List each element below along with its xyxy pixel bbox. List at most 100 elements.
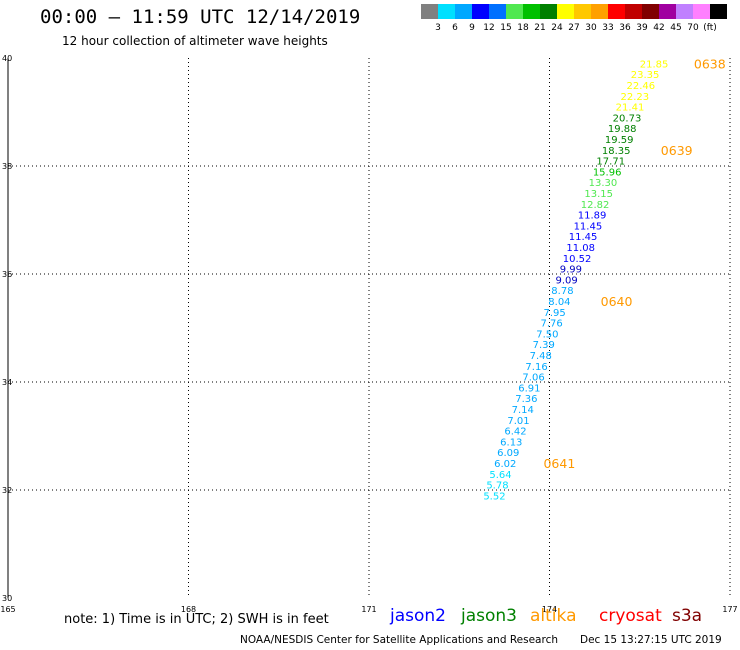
wave-height-label: 18.35 [602,146,631,157]
color-scale-label: 45 [670,23,682,33]
color-scale-label: 36 [619,23,631,33]
color-swatch [693,4,710,19]
chart-title: 00:00 — 11:59 UTC 12/14/2019 [40,6,361,28]
color-swatch [625,4,642,19]
color-scale-label: (ft) [703,23,717,33]
y-tick-label: 30 [2,594,12,603]
color-swatch [540,4,557,19]
satellite-altika: altika [530,606,577,626]
color-scale-label: 70 [687,23,699,33]
color-swatch [591,4,608,19]
wave-height-label: 19.88 [608,124,637,135]
x-tick-label: 168 [181,605,196,614]
y-tick-label: 36 [2,270,12,279]
color-swatch [472,4,489,19]
color-scale-label: 27 [568,23,580,33]
x-tick-label: 177 [722,605,737,614]
wave-height-label: 6.91 [518,383,540,394]
wave-height-label: 21.41 [616,103,645,114]
chart-subtitle: 12 hour collection of altimeter wave hei… [62,34,328,48]
color-swatch [506,4,523,19]
wave-height-label: 22.23 [620,92,649,103]
wave-height-label: 7.50 [536,329,558,340]
y-tick-label: 40 [2,54,12,63]
color-scale-label: 6 [452,23,458,33]
color-swatch [676,4,693,19]
time-label: 0641 [543,456,575,471]
y-tick-label: 38 [2,162,12,171]
wave-height-label: 7.36 [515,394,537,405]
wave-height-label: 6.42 [504,427,526,438]
wave-height-label: 6.13 [500,437,522,448]
wave-height-label: 11.08 [566,243,595,254]
wave-height-label: 7.39 [533,340,555,351]
x-tick-label: 165 [0,605,15,614]
wave-height-label: 7.76 [540,319,562,330]
color-scale-label: 18 [517,23,529,33]
time-label: 0638 [694,56,726,71]
wave-height-label: 6.09 [497,448,519,459]
x-tick-label: 174 [542,605,557,614]
wave-height-label: 5.64 [489,470,511,481]
color-scale-label: 9 [469,23,475,33]
wave-height-label: 10.52 [563,254,592,265]
color-scale-label: 33 [602,23,614,33]
wave-height-label: 8.78 [551,286,573,297]
color-swatch [438,4,455,19]
wave-height-label: 17.71 [596,157,625,168]
time-label: 0639 [661,143,693,158]
wave-height-label: 13.30 [589,178,618,189]
wave-height-label: 11.45 [574,221,603,232]
satellite-s3a: s3a [672,606,703,626]
wave-height-label: 8.04 [548,297,570,308]
wave-height-label: 7.01 [507,416,529,427]
color-swatch [557,4,574,19]
color-swatch [659,4,676,19]
wave-height-label: 11.89 [578,211,607,222]
color-scale-label: 21 [534,23,546,33]
color-scale-label: 3 [435,23,441,33]
color-scale-label: 15 [500,23,512,33]
wave-height-label: 7.95 [543,308,565,319]
wave-height-label: 11.45 [569,232,598,243]
wave-height-label: 9.99 [560,265,582,276]
generated-timestamp: Dec 15 13:27:15 UTC 2019 [580,634,722,646]
wave-height-label: 12.82 [581,200,610,211]
color-swatch [523,4,540,19]
wave-height-label: 23.35 [631,70,660,81]
color-scale-label: 39 [636,23,648,33]
credit-text: NOAA/NESDIS Center for Satellite Applica… [240,634,558,646]
wave-height-label: 5.52 [483,491,505,502]
time-label: 0640 [601,294,633,309]
color-swatch [421,4,438,19]
color-swatch [710,4,727,19]
wave-height-label: 7.06 [522,373,544,384]
satellite-jason2: jason2 [390,606,446,626]
wave-height-label: 21.85 [640,59,669,70]
wave-height-label: 7.16 [525,362,547,373]
color-swatch [455,4,472,19]
wave-height-label: 13.15 [584,189,613,200]
wave-height-label: 15.96 [593,167,622,178]
y-tick-label: 34 [2,378,12,387]
satellite-cryosat: cryosat [599,606,662,626]
color-swatch [642,4,659,19]
wave-height-label: 7.14 [512,405,534,416]
y-tick-label: 32 [2,486,12,495]
color-scale-label: 12 [483,23,495,33]
color-swatch [489,4,506,19]
color-scale-label: 30 [585,23,597,33]
color-scale-label: 42 [653,23,665,33]
wave-height-label: 7.48 [530,351,552,362]
color-swatch [608,4,625,19]
wave-height-label: 19.59 [605,135,634,146]
footer-note: note: 1) Time is in UTC; 2) SWH is in fe… [64,612,329,627]
color-swatch [574,4,591,19]
satellite-jason3: jason3 [461,606,517,626]
x-tick-label: 171 [361,605,376,614]
color-scale-label: 24 [551,23,563,33]
wave-height-label: 22.46 [627,81,656,92]
wave-height-label: 20.73 [613,113,642,124]
wave-height-label: 5.78 [486,481,508,492]
